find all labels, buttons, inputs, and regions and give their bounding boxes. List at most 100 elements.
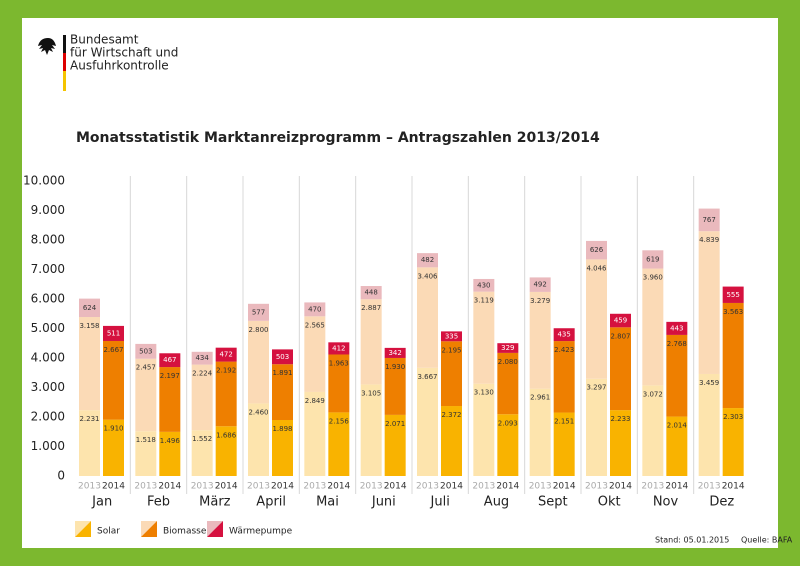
- y-tick-label: 3.000: [31, 380, 65, 394]
- footnote: Quelle: BAFA: [741, 536, 793, 545]
- x-tick-label: Nov: [653, 495, 679, 510]
- value-label: 2.224: [192, 370, 213, 378]
- value-label: 2.887: [361, 304, 381, 312]
- group-label: 2014: [102, 482, 125, 492]
- value-label: 2.667: [103, 346, 123, 354]
- value-label: 3.406: [417, 272, 438, 280]
- bar-segment: [441, 331, 462, 342]
- x-tick-label: März: [199, 495, 231, 510]
- group-label: 2013: [585, 482, 608, 492]
- legend-label: Solar: [97, 527, 120, 537]
- bar-segment: [135, 431, 157, 476]
- group-label: 2014: [327, 482, 350, 492]
- bar-segment: [473, 291, 495, 384]
- bar-segment: [103, 340, 124, 420]
- bar-segment: [272, 420, 293, 476]
- x-tick-label: Feb: [147, 495, 170, 510]
- value-label: 3.119: [474, 297, 494, 305]
- bar-segment: [553, 412, 575, 476]
- value-label: 443: [670, 324, 683, 332]
- value-label: 3.279: [530, 297, 550, 305]
- group-label: 2014: [496, 482, 519, 492]
- bar-segment: [497, 414, 519, 476]
- group-label: 2013: [78, 482, 101, 492]
- bar-segment: [529, 291, 551, 389]
- value-label: 3.158: [79, 322, 99, 330]
- value-label: 482: [421, 256, 434, 264]
- value-label: 1.518: [136, 436, 156, 444]
- bar-segment: [497, 343, 519, 353]
- legend-label: Biomasse: [163, 527, 207, 537]
- group-label: 2014: [384, 482, 407, 492]
- bar-segment: [666, 416, 688, 476]
- y-tick-label: 2.000: [31, 410, 65, 424]
- value-label: 3.297: [586, 384, 606, 392]
- value-label: 2.231: [79, 415, 99, 423]
- bar-segment: [328, 342, 350, 355]
- bar-segment: [79, 317, 100, 411]
- value-label: 1.496: [160, 437, 181, 445]
- bar-segment: [304, 316, 326, 392]
- bar-segment: [360, 286, 382, 300]
- value-label: 1.891: [272, 369, 292, 377]
- value-label: 1.910: [103, 425, 123, 433]
- group-label: 2013: [247, 482, 270, 492]
- value-label: 503: [276, 353, 289, 361]
- value-label: 448: [364, 289, 377, 297]
- y-tick-label: 1.000: [31, 439, 65, 453]
- bar-segment: [610, 410, 631, 476]
- bar-segment: [103, 419, 124, 476]
- bar-segment: [642, 250, 664, 269]
- x-tick-label: Juni: [371, 495, 396, 510]
- bar-segment: [248, 320, 269, 404]
- group-label: 2013: [134, 482, 157, 492]
- value-label: 4.046: [586, 264, 607, 272]
- group-label: 2013: [698, 482, 721, 492]
- bar-segment: [698, 231, 720, 374]
- y-tick-label: 7.000: [31, 262, 65, 276]
- value-label: 619: [646, 255, 659, 263]
- y-tick-label: 10.000: [23, 174, 65, 188]
- bar-segment: [304, 302, 326, 317]
- x-tick-label: Dez: [709, 495, 734, 510]
- legend-label: Wärmepumpe: [229, 527, 293, 537]
- bar-segment: [328, 354, 350, 413]
- bar-segment: [360, 299, 382, 385]
- value-label: 624: [83, 304, 97, 312]
- bar-segment: [698, 208, 720, 232]
- bar-segment: [473, 383, 495, 476]
- value-label: 2.807: [610, 332, 630, 340]
- bar-segment: [103, 325, 124, 341]
- bar-segment: [553, 341, 575, 413]
- value-label: 2.460: [248, 408, 268, 416]
- value-label: 2.565: [305, 321, 325, 329]
- value-label: 470: [308, 305, 321, 313]
- bar-segment: [698, 373, 720, 476]
- value-label: 1.686: [216, 431, 237, 439]
- bar-segment: [191, 364, 213, 431]
- bar-segment: [248, 403, 269, 476]
- y-tick-label: 5.000: [31, 321, 65, 335]
- bar-segment: [304, 391, 326, 476]
- bar-segment: [79, 410, 100, 476]
- value-label: 626: [590, 246, 604, 254]
- bar-segment: [248, 303, 269, 321]
- value-label: 1.963: [329, 359, 349, 367]
- bar-segment: [159, 431, 181, 476]
- value-label: 2.197: [160, 372, 180, 380]
- y-tick-label: 4.000: [31, 351, 65, 365]
- legend-swatch: [207, 521, 223, 537]
- y-tick-label: 6.000: [31, 292, 65, 306]
- value-label: 2.423: [554, 346, 574, 354]
- value-label: 2.071: [385, 420, 405, 428]
- footnote: Stand: 05.01.2015: [655, 536, 729, 545]
- value-label: 577: [252, 308, 265, 316]
- bar-segment: [191, 430, 213, 476]
- bar-segment: [642, 268, 664, 386]
- chart-title: Monatsstatistik Marktanreizprogramm – An…: [76, 130, 600, 146]
- value-label: 472: [219, 351, 232, 359]
- value-label: 2.849: [305, 397, 325, 405]
- x-tick-label: Juli: [430, 495, 450, 510]
- group-label: 2014: [553, 482, 576, 492]
- value-label: 2.151: [554, 418, 574, 426]
